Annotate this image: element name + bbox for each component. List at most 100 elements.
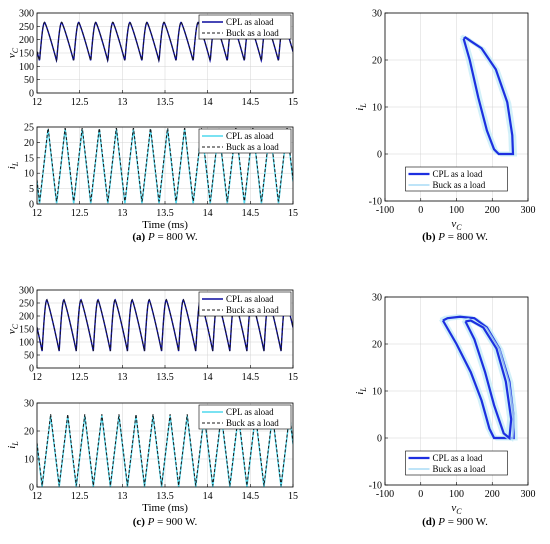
legend-label: Buck as a load	[433, 464, 486, 474]
x-tick-label: 14	[203, 97, 213, 108]
x-tick-label: 13.5	[156, 97, 174, 108]
x-axis-label: vC	[451, 502, 462, 516]
x-tick-label: 12.5	[71, 372, 89, 383]
y-tick-label: 15	[24, 153, 34, 164]
legend-box	[198, 404, 292, 430]
x-tick-label: 13	[117, 97, 127, 108]
y-tick-label: 300	[19, 286, 34, 297]
y-tick-label: 200	[19, 312, 34, 323]
x-tick-label: 15	[288, 97, 298, 108]
x-tick-label: 13.5	[156, 208, 174, 219]
legend-label: CPL as aload	[226, 131, 274, 141]
x-tick-label: -100	[376, 489, 394, 500]
caption-d: (d) P = 900 W.	[422, 516, 488, 528]
phase-loop-cpl	[464, 319, 513, 441]
y-tick-label: 0	[377, 150, 382, 161]
caption-text: = 900 W.	[154, 516, 197, 528]
axes-frame	[384, 12, 529, 202]
y-tick-label: 30	[372, 9, 382, 20]
x-axis-label: Time (ms)	[142, 502, 188, 514]
y-axis-label: iL	[354, 103, 368, 111]
y-tick-label: -10	[369, 197, 382, 208]
legend-box	[405, 450, 508, 476]
legend-label: CPL as aload	[226, 407, 274, 417]
chart-c_il: 12 12.5 13 13.5 14 14.5 15 0 10 20 30 iL Time (ms) CP…	[6, 399, 298, 515]
caption-c: (c) P = 900 W.	[133, 516, 198, 528]
caption-b: (b) P = 800 W.	[422, 231, 488, 243]
legend-box	[198, 291, 292, 317]
caption-label: (a)	[132, 231, 148, 243]
y-tick-label: 50	[24, 351, 34, 362]
y-tick-label: 150	[19, 325, 34, 336]
x-tick-label: 100	[449, 489, 464, 500]
plot-area	[459, 34, 518, 157]
x-tick-label: 14.5	[242, 208, 260, 219]
x-tick-label: 13.5	[156, 491, 174, 502]
axes-frame	[36, 402, 294, 488]
caption-a: (a) P = 800 W.	[132, 231, 197, 243]
y-tick-label: 200	[19, 35, 34, 46]
y-axis-label: vC	[6, 323, 20, 334]
legend-box	[198, 14, 292, 40]
axes-frame	[36, 12, 294, 94]
axes-frame	[36, 289, 294, 369]
chart-a_il: 12 12.5 13 13.5 14 14.5 15 0 5 10 15 20 25 iL Time (ms…	[6, 123, 298, 232]
chart-c_vc: 12 12.5 13 13.5 14 14.5 15050100150200250300vC…	[6, 286, 298, 384]
caption-variable: P	[437, 516, 445, 528]
y-tick-label: 250	[19, 299, 34, 310]
legend-label: CPL as a load	[433, 169, 483, 179]
y-axis-label: iL	[6, 161, 20, 169]
y-tick-label: 50	[24, 75, 34, 86]
x-tick-label: 15	[288, 372, 298, 383]
y-tick-label: 100	[19, 62, 34, 73]
caption-text: = 900 W.	[445, 516, 488, 528]
x-tick-label: 13	[117, 372, 127, 383]
y-tick-label: 10	[24, 455, 34, 466]
y-tick-label: 20	[24, 427, 34, 438]
x-tick-label: 14.5	[242, 491, 260, 502]
buck-spread-band	[464, 36, 518, 157]
legend-label: Buck as a load	[433, 180, 486, 190]
y-axis-label: vC	[6, 47, 20, 58]
x-tick-label: 12.5	[71, 97, 89, 108]
x-tick-label: 13	[117, 491, 127, 502]
x-tick-label: 14	[203, 491, 213, 502]
y-tick-label: 0	[377, 434, 382, 445]
axes-frame	[384, 296, 529, 486]
x-tick-label: 0	[418, 489, 423, 500]
y-tick-label: 10	[372, 387, 382, 398]
x-tick-label: 12	[32, 372, 42, 383]
x-tick-label: 15	[288, 208, 298, 219]
y-tick-label: 20	[372, 340, 382, 351]
x-tick-label: 300	[521, 489, 536, 500]
y-tick-label: 30	[372, 293, 382, 304]
plot-area	[37, 414, 293, 487]
y-tick-label: 25	[24, 123, 34, 134]
y-axis-label: iL	[6, 441, 20, 449]
legend-box	[198, 128, 292, 154]
y-tick-label: 0	[29, 200, 34, 211]
caption-variable: P	[437, 231, 445, 243]
series-line-buck	[37, 414, 293, 486]
y-tick-label: 150	[19, 49, 34, 60]
y-tick-label: 0	[29, 483, 34, 494]
y-tick-label: 10	[24, 169, 34, 180]
x-tick-label: 15	[288, 491, 298, 502]
x-tick-label: 12	[32, 208, 42, 219]
x-tick-label: 12	[32, 491, 42, 502]
plot-area	[439, 314, 518, 442]
x-tick-label: 200	[485, 489, 500, 500]
legend-label: Buck as a load	[226, 142, 279, 152]
x-tick-label: 300	[521, 205, 536, 216]
y-tick-label: 30	[24, 399, 34, 410]
x-tick-label: 13	[117, 208, 127, 219]
caption-label: (c)	[133, 516, 148, 528]
x-tick-label: 14	[203, 208, 213, 219]
legend-label: CPL as aload	[226, 17, 274, 27]
y-tick-label: 5	[29, 184, 34, 195]
caption-text: = 800 W.	[155, 231, 198, 243]
y-tick-label: -10	[369, 481, 382, 492]
caption-label: (d)	[422, 516, 438, 528]
x-tick-label: 12	[32, 97, 42, 108]
